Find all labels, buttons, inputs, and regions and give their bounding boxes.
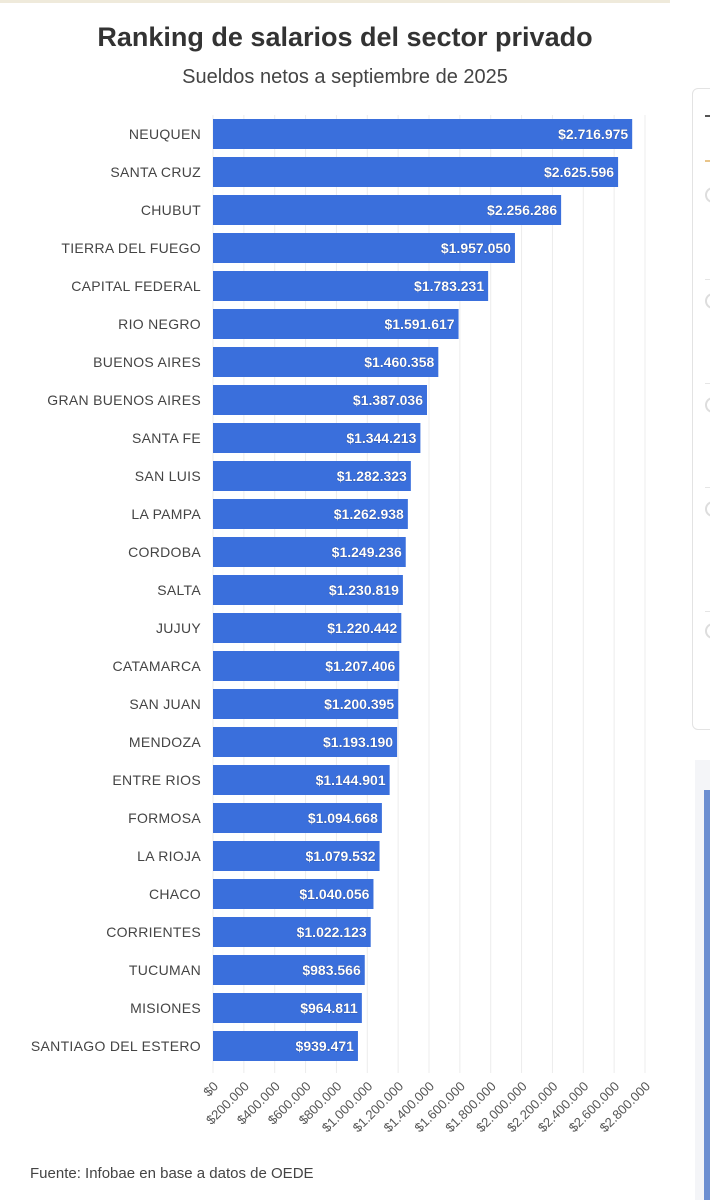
bar <box>213 195 562 225</box>
side-panel-heading <box>705 115 710 117</box>
top-divider <box>0 0 670 3</box>
category-label: BUENOS AIRES <box>93 354 201 370</box>
value-label: $1.387.036 <box>353 392 423 408</box>
bar <box>213 347 439 377</box>
category-label: ENTRE RIOS <box>112 772 201 788</box>
category-label: CORDOBA <box>128 544 201 560</box>
bar <box>213 955 365 985</box>
value-label: $1.040.056 <box>299 886 369 902</box>
category-label: LA RIOJA <box>137 848 201 864</box>
value-label: $964.811 <box>300 1000 358 1016</box>
bar <box>213 879 374 909</box>
chart-subtitle: Sueldos netos a septiembre de 2025 <box>182 66 508 88</box>
value-label: $1.144.901 <box>316 772 386 788</box>
category-label: TUCUMAN <box>129 962 201 978</box>
radio-icon[interactable] <box>705 501 710 517</box>
category-label: MENDOZA <box>129 734 201 750</box>
bar <box>213 765 390 795</box>
bar <box>213 119 633 149</box>
x-tick-label: $0 <box>200 1079 221 1100</box>
value-label: $1.220.442 <box>327 620 397 636</box>
category-label: TIERRA DEL FUEGO <box>61 240 201 256</box>
bar <box>213 233 515 263</box>
value-label: $2.716.975 <box>558 126 628 142</box>
category-label: CORRIENTES <box>106 924 201 940</box>
value-label: $2.625.596 <box>544 164 614 180</box>
bar <box>213 613 402 643</box>
value-label: $1.249.236 <box>332 544 402 560</box>
side-panel-accent <box>705 160 710 162</box>
divider <box>705 487 710 488</box>
value-label: $2.256.286 <box>487 202 557 218</box>
bar <box>213 537 406 567</box>
category-label: MISIONES <box>130 1000 201 1016</box>
category-label: LA PAMPA <box>131 506 201 522</box>
value-label: $1.200.395 <box>324 696 394 712</box>
chart-title: Ranking de salarios del sector privado <box>97 22 593 52</box>
bar <box>213 271 489 301</box>
divider <box>705 279 710 280</box>
category-label: CHUBUT <box>141 202 201 218</box>
category-label: GRAN BUENOS AIRES <box>47 392 201 408</box>
radio-icon[interactable] <box>705 397 710 413</box>
bar <box>213 157 619 187</box>
side-panel-card <box>692 88 710 730</box>
bar <box>213 385 427 415</box>
bar <box>213 423 421 453</box>
category-label: SANTA CRUZ <box>110 164 201 180</box>
bar <box>213 651 400 681</box>
value-label: $983.566 <box>302 962 361 978</box>
side-panel-image-edge <box>704 790 710 1200</box>
category-label: NEUQUEN <box>129 126 201 142</box>
radio-icon[interactable] <box>705 187 710 203</box>
category-label: SANTIAGO DEL ESTERO <box>31 1038 201 1054</box>
radio-icon[interactable] <box>705 623 710 639</box>
value-label: $1.282.323 <box>337 468 407 484</box>
bar <box>213 841 380 871</box>
bar <box>213 917 371 947</box>
value-label: $1.460.358 <box>364 354 434 370</box>
divider <box>705 611 710 612</box>
category-label: SAN JUAN <box>129 696 201 712</box>
value-label: $1.022.123 <box>297 924 367 940</box>
value-label: $1.094.668 <box>308 810 378 826</box>
category-label: SALTA <box>157 582 201 598</box>
value-label: $1.957.050 <box>441 240 511 256</box>
category-label: JUJUY <box>156 620 201 636</box>
radio-icon[interactable] <box>705 293 710 309</box>
bar <box>213 727 398 757</box>
value-label: $1.079.532 <box>305 848 375 864</box>
category-label: CATAMARCA <box>112 658 201 674</box>
category-label: SAN LUIS <box>135 468 201 484</box>
bar <box>213 803 382 833</box>
value-label: $1.230.819 <box>329 582 399 598</box>
value-label: $1.344.213 <box>346 430 416 446</box>
category-label: CAPITAL FEDERAL <box>71 278 201 294</box>
bar <box>213 689 399 719</box>
value-label: $1.193.190 <box>323 734 393 750</box>
bar <box>213 499 408 529</box>
divider <box>705 383 710 384</box>
bar <box>213 1031 358 1061</box>
category-label: SANTA FE <box>132 430 201 446</box>
bar <box>213 461 411 491</box>
chart-source: Fuente: Infobae en base a datos de OEDE <box>30 1165 314 1182</box>
value-label: $1.783.231 <box>414 278 484 294</box>
value-label: $1.591.617 <box>384 316 454 332</box>
value-label: $1.207.406 <box>325 658 395 674</box>
category-label: RIO NEGRO <box>118 316 201 332</box>
bar <box>213 309 459 339</box>
bar <box>213 575 403 605</box>
value-label: $1.262.938 <box>334 506 404 522</box>
category-label: FORMOSA <box>128 810 201 826</box>
category-label: CHACO <box>149 886 201 902</box>
value-label: $939.471 <box>296 1038 355 1054</box>
bar <box>213 993 362 1023</box>
